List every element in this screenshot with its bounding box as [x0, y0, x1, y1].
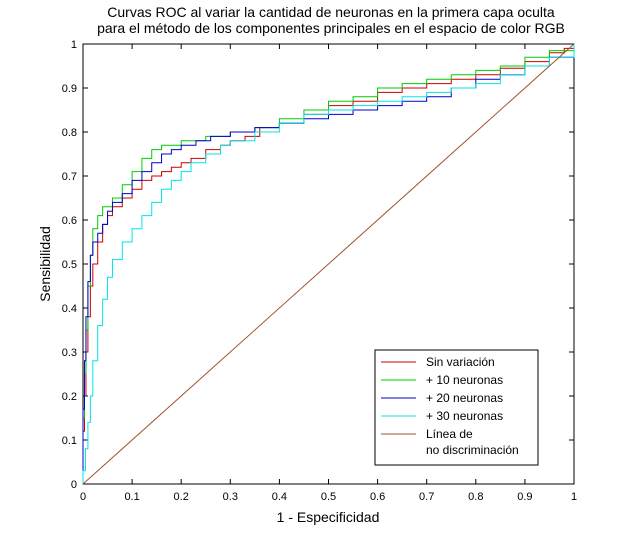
- y-tick-label: 0.5: [62, 259, 77, 271]
- x-tick-label: 0.8: [468, 491, 483, 503]
- y-tick-label: 0.1: [62, 435, 77, 447]
- x-tick-label: 0.4: [272, 491, 287, 503]
- chart-title: Curvas ROC al variar la cantidad de neur…: [107, 4, 555, 20]
- x-tick-label: 0.5: [321, 491, 336, 503]
- legend-box: [374, 349, 539, 466]
- chart-subtitle: para el método de los componentes princi…: [97, 20, 565, 36]
- x-tick-label: 0.3: [223, 491, 238, 503]
- series-line-2: [82, 44, 575, 484]
- series-line-4: [82, 43, 575, 485]
- y-tick-label: 0.7: [62, 171, 77, 183]
- y-tick-label: 0.6: [62, 215, 77, 227]
- legend-label-4-line2: no discriminación: [426, 443, 519, 457]
- x-tick-label: 0.1: [124, 491, 139, 503]
- x-tick-label: 0.2: [174, 491, 189, 503]
- y-tick-label: 0.8: [62, 127, 77, 139]
- legend-label-4: Línea de: [426, 427, 473, 441]
- y-tick-label: 0.4: [62, 303, 77, 315]
- legend-label-2: + 20 neuronas: [426, 391, 503, 405]
- legend-label-3: + 30 neuronas: [426, 409, 503, 423]
- legend: Sin variación + 10 neuronas + 20 neuronas +…: [374, 349, 539, 466]
- y-tick-label: 0.3: [62, 347, 77, 359]
- x-tick-label: 0: [80, 491, 86, 503]
- x-tick-label: 0.9: [517, 491, 532, 503]
- y-axis-label: Sensibilidad: [37, 226, 53, 302]
- legend-label-1: + 10 neuronas: [426, 373, 503, 387]
- y-tick-label: 1: [71, 39, 77, 51]
- series-lines: [82, 43, 575, 485]
- x-tick-label: 0.6: [370, 491, 385, 503]
- legend-items: Sin variación + 10 neuronas + 20 neuronas +…: [381, 355, 519, 457]
- y-tick-label: 0.2: [62, 391, 77, 403]
- x-tick-label: 0.7: [419, 491, 434, 503]
- x-axis-label: 1 - Especificidad: [277, 509, 380, 525]
- y-tick-label: 0: [71, 479, 77, 491]
- x-tick-label: 1: [571, 491, 577, 503]
- axis-ticks: 0 0.1 0.2 0.3 0.4 0.5 0.6 0.7 0.8 0.9 1 0 0.1 0.2 0.3 0…: [62, 39, 577, 503]
- y-tick-label: 0.9: [62, 83, 77, 95]
- legend-label-0: Sin variación: [426, 355, 495, 369]
- series-line-3: [82, 44, 575, 484]
